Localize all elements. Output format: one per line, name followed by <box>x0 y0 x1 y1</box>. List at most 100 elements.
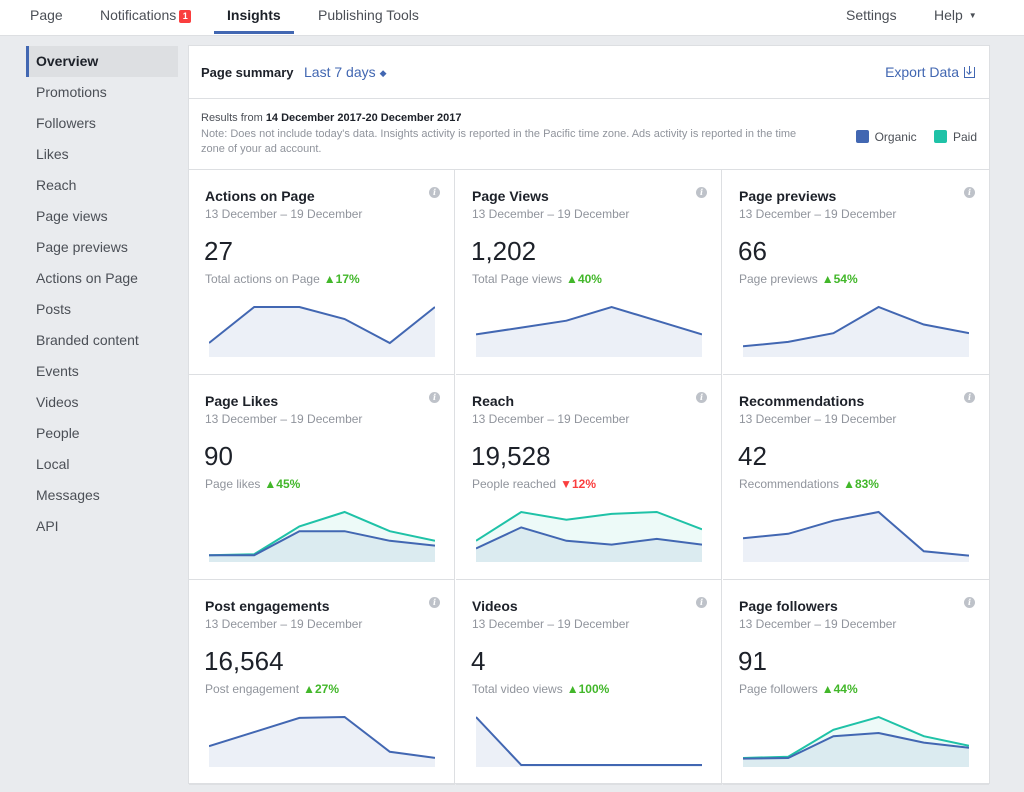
card-sub-label: Page followers <box>739 682 818 696</box>
organic-series-area <box>209 717 435 767</box>
card-change: ▲17% <box>324 272 360 286</box>
sidebar-item-promotions[interactable]: Promotions <box>36 84 107 100</box>
sparkline-chart <box>743 510 969 562</box>
sidebar-item-overview[interactable]: Overview <box>26 46 178 77</box>
triangle-up-icon: ▲ <box>566 682 579 696</box>
nav-help-label: Help <box>934 7 963 23</box>
chart-legend: Organic Paid <box>855 129 977 144</box>
nav-settings[interactable]: Settings <box>846 7 897 23</box>
card-subtitle: Page followers ▲44% <box>739 682 858 696</box>
card-date-range: 13 December – 19 December <box>205 207 363 221</box>
organic-series-area <box>476 307 702 357</box>
info-icon[interactable]: i <box>696 392 707 403</box>
export-data-button[interactable]: Export Data <box>885 64 975 80</box>
legend-paid-label: Paid <box>952 129 977 144</box>
metric-card-recommendations[interactable]: Recommendations 13 December – 19 December… <box>723 375 989 580</box>
sidebar-item-api[interactable]: API <box>36 518 59 534</box>
card-change-value: 17% <box>335 272 360 286</box>
metric-card-page-views[interactable]: Page Views 13 December – 19 December i 1,20… <box>456 170 722 375</box>
info-icon[interactable]: i <box>964 392 975 403</box>
sidebar-item-actions-on-page[interactable]: Actions on Page <box>36 270 138 286</box>
sparkline-chart <box>476 305 702 357</box>
nav-page[interactable]: Page <box>30 7 63 23</box>
organic-series-area <box>476 717 702 767</box>
card-subtitle: Recommendations ▲83% <box>739 477 879 491</box>
sidebar-item-reach[interactable]: Reach <box>36 177 77 193</box>
info-icon[interactable]: i <box>429 597 440 608</box>
paid-series-line <box>743 715 969 759</box>
card-change-value: 54% <box>833 272 858 286</box>
nav-help[interactable]: Help ▼ <box>934 0 977 36</box>
metric-card-post-engagements[interactable]: Post engagements 13 December – 19 Decembe… <box>189 580 455 785</box>
sidebar-item-local[interactable]: Local <box>36 456 70 472</box>
organic-series-line <box>476 526 702 550</box>
triangle-up-icon: ▲ <box>821 272 834 286</box>
card-change-value: 45% <box>276 477 301 491</box>
sidebar-item-page-previews[interactable]: Page previews <box>36 239 128 255</box>
organic-series-line <box>743 731 969 760</box>
card-sub-label: Page previews <box>739 272 818 286</box>
legend-paid-swatch <box>933 130 947 144</box>
card-value: 27 <box>204 236 233 266</box>
info-icon[interactable]: i <box>964 597 975 608</box>
sidebar-item-branded-content[interactable]: Branded content <box>36 332 139 348</box>
paid-series-line <box>476 510 702 542</box>
card-value: 91 <box>738 646 767 676</box>
metric-card-reach[interactable]: Reach 13 December – 19 December i 19,528 Peo… <box>456 375 722 580</box>
metric-card-videos[interactable]: Videos 13 December – 19 December i 4 Total v… <box>456 580 722 785</box>
nav-publishing-tools[interactable]: Publishing Tools <box>318 7 419 23</box>
top-navigation: Page Notifications 1 Insights Publishing … <box>0 0 1024 36</box>
sidebar-item-events[interactable]: Events <box>36 363 79 379</box>
sidebar-item-likes[interactable]: Likes <box>36 146 69 162</box>
info-icon[interactable]: i <box>964 187 975 198</box>
triangle-down-icon: ▼ <box>560 477 572 491</box>
triangle-up-icon: ▲ <box>264 477 277 491</box>
sort-arrows-icon: ◆ <box>379 68 387 78</box>
sparkline-chart <box>209 306 435 357</box>
card-value: 66 <box>738 236 767 266</box>
organic-series-line <box>476 305 702 336</box>
period-selector[interactable]: Last 7 days ◆ <box>304 64 387 80</box>
sidebar-item-page-views[interactable]: Page views <box>36 208 108 224</box>
card-sub-label: Post engagement <box>205 682 300 696</box>
info-icon[interactable]: i <box>696 187 707 198</box>
main-panel: Page summary Last 7 days ◆ Export Data Re… <box>188 45 990 785</box>
metric-card-page-previews[interactable]: Page previews 13 December – 19 December i 6… <box>723 170 989 375</box>
card-value: 1,202 <box>471 236 537 266</box>
metric-card-page-followers[interactable]: Page followers 13 December – 19 December i… <box>723 580 989 785</box>
card-title: Actions on Page <box>205 188 315 204</box>
card-subtitle: Total actions on Page ▲17% <box>205 272 360 286</box>
organic-series-line <box>209 715 435 759</box>
card-sub-label: People reached <box>472 477 557 491</box>
sidebar-item-messages[interactable]: Messages <box>36 487 100 503</box>
organic-series-area <box>743 733 969 767</box>
info-icon[interactable]: i <box>696 597 707 608</box>
sidebar-item-people[interactable]: People <box>36 425 80 441</box>
metric-card-page-likes[interactable]: Page Likes 13 December – 19 December i 90 Pa… <box>189 375 455 580</box>
summary-header: Page summary Last 7 days ◆ Export Data <box>189 46 989 99</box>
sidebar-item-posts[interactable]: Posts <box>36 301 72 317</box>
results-info: Results from 14 December 2017-20 Decembe… <box>189 99 989 170</box>
card-subtitle: Post engagement ▲27% <box>205 682 339 696</box>
nav-insights[interactable]: Insights <box>214 0 294 34</box>
card-sub-label: Total video views <box>472 682 563 696</box>
metric-card-actions-on-page[interactable]: Actions on Page 13 December – 19 December… <box>189 170 455 375</box>
results-prefix: Results from <box>201 112 263 124</box>
sparkline-chart <box>476 510 702 562</box>
card-date-range: 13 December – 19 December <box>472 617 630 631</box>
organic-series-line <box>209 306 435 345</box>
organic-series-line <box>743 510 969 557</box>
info-icon[interactable]: i <box>429 187 440 198</box>
sparkline-chart <box>209 715 435 767</box>
card-change: ▼12% <box>560 477 596 491</box>
timezone-note: Note: Does not include today's data. Ins… <box>201 128 797 155</box>
sidebar-item-followers[interactable]: Followers <box>36 115 96 131</box>
nav-notifications[interactable]: Notifications 1 <box>100 0 192 36</box>
organic-series-area <box>209 307 435 357</box>
sidebar-item-videos[interactable]: Videos <box>36 394 79 410</box>
info-icon[interactable]: i <box>429 392 440 403</box>
sidebar: Overview Promotions Followers Likes Reach Pag… <box>26 46 178 542</box>
card-sub-label: Page likes <box>205 477 261 491</box>
card-subtitle: People reached ▼12% <box>472 477 596 491</box>
results-range-line: Results from 14 December 2017-20 Decembe… <box>201 112 462 124</box>
